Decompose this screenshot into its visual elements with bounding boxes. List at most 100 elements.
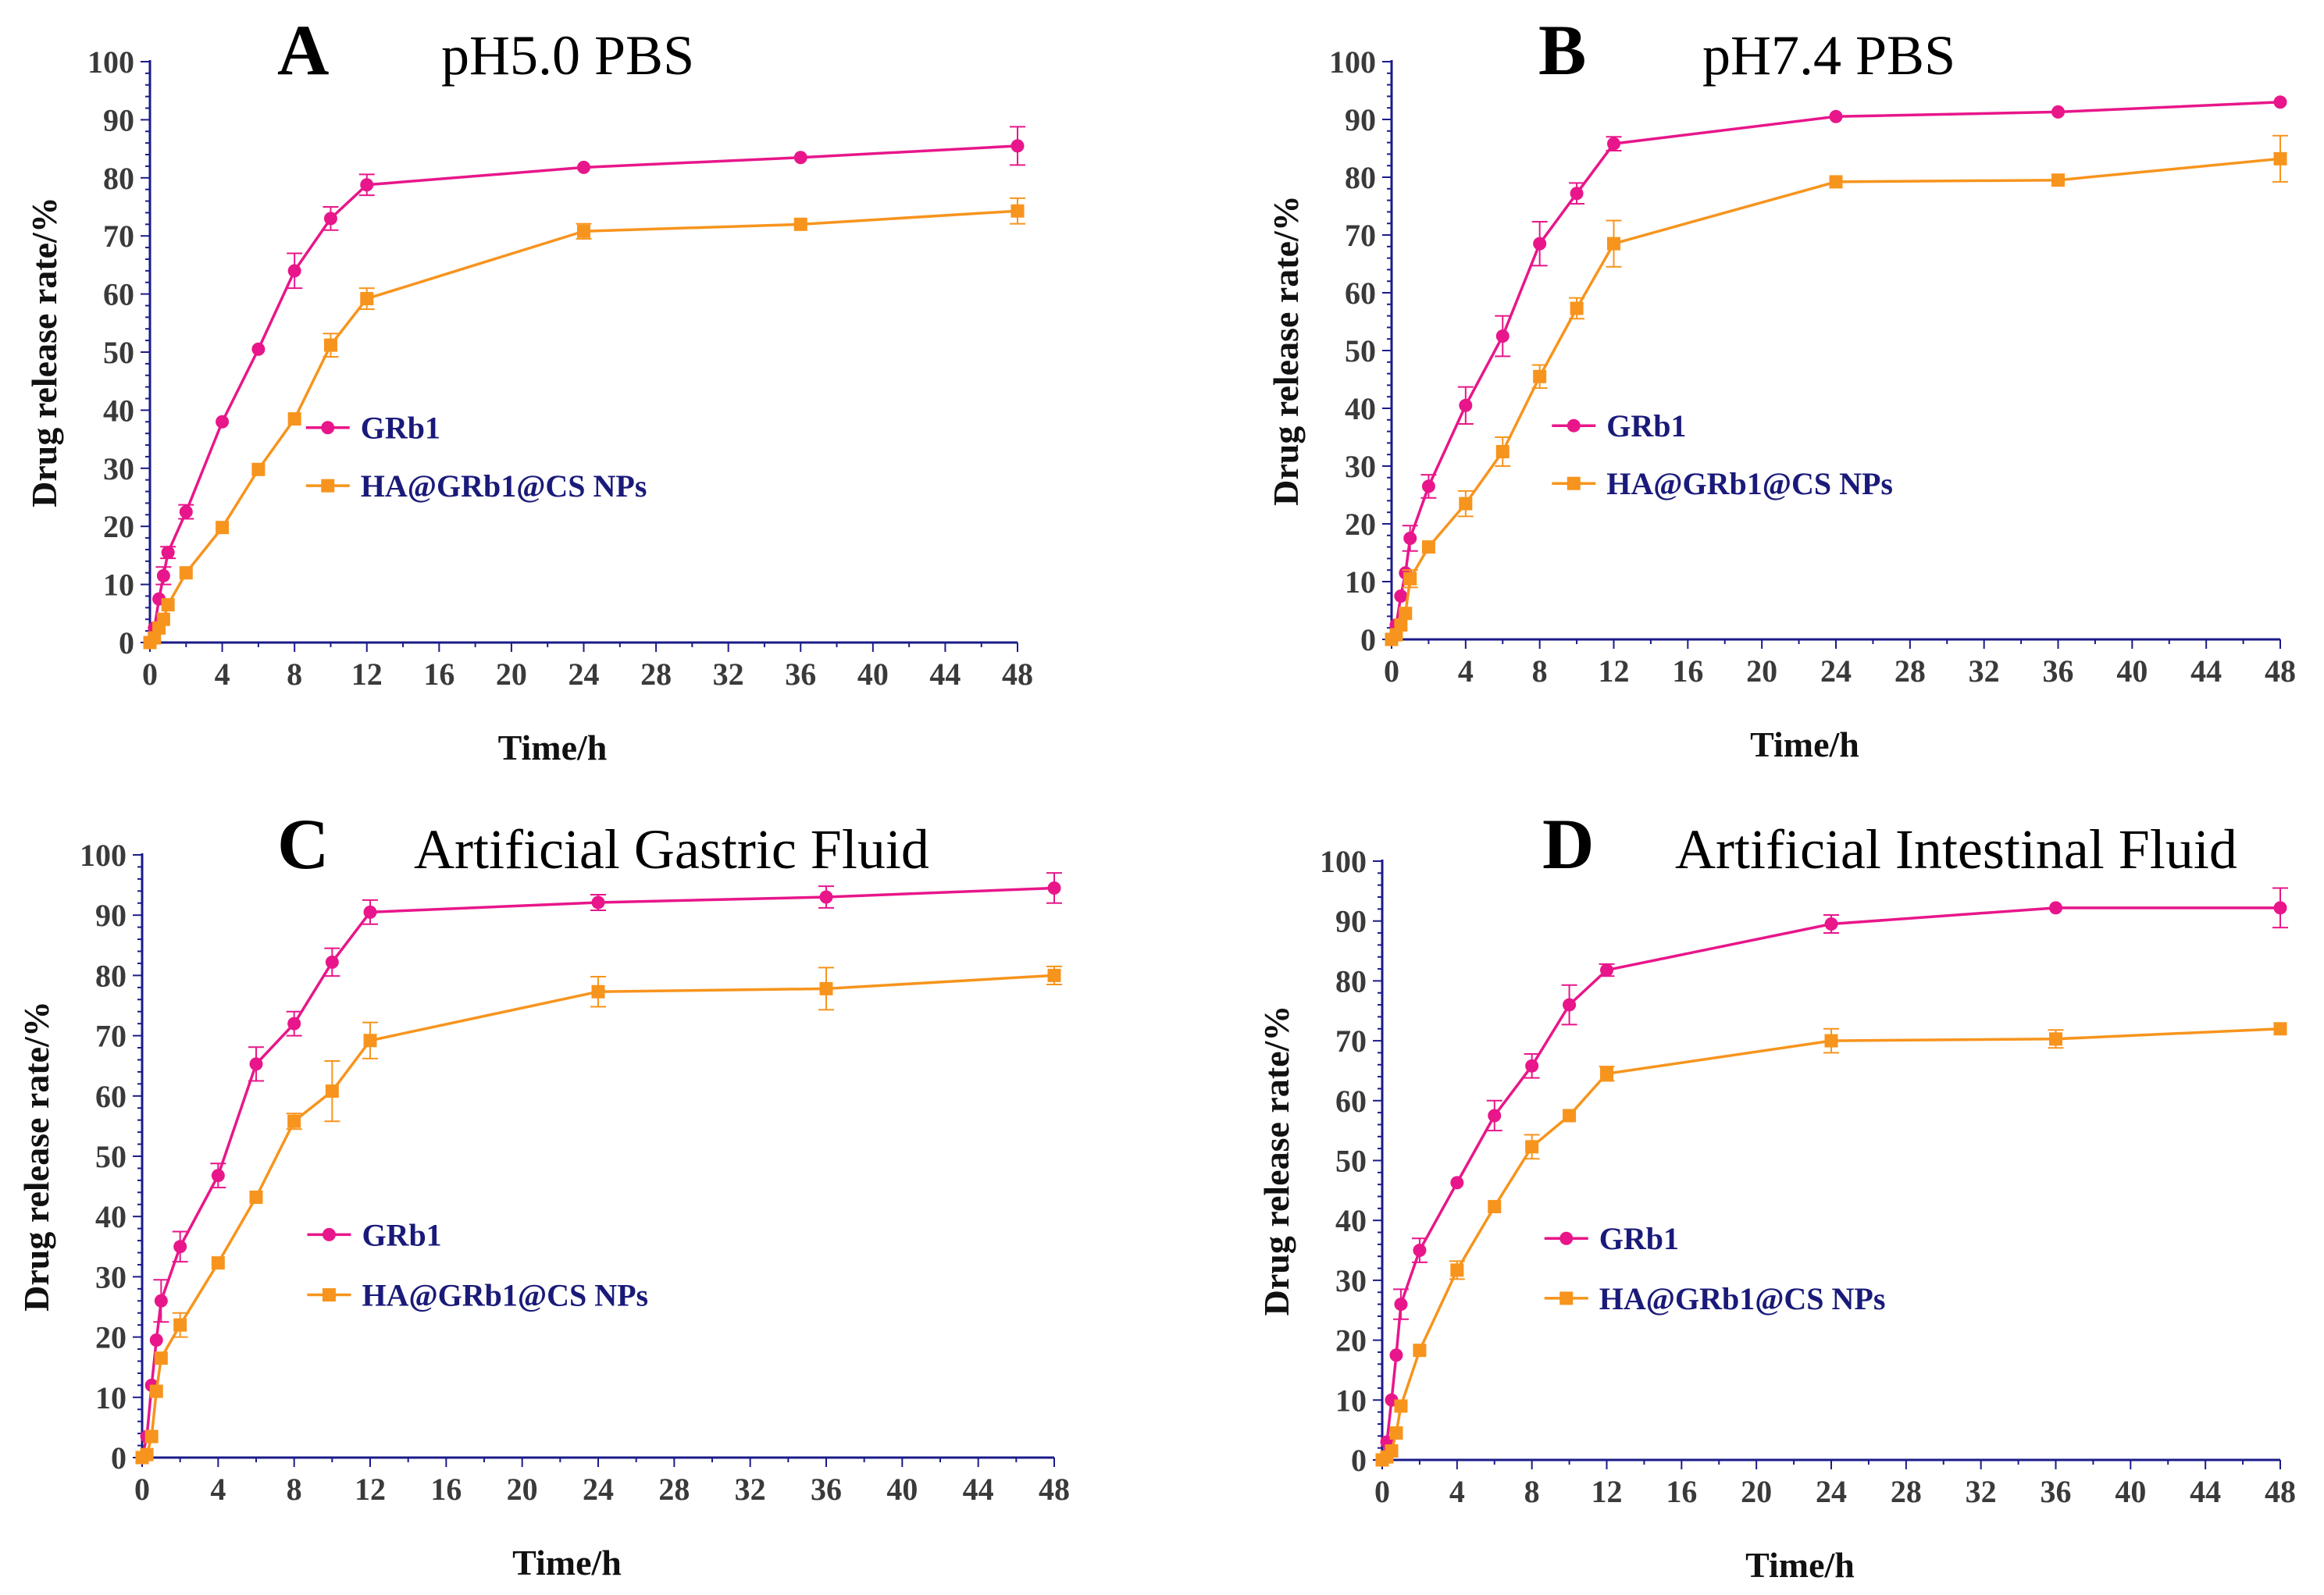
series-line xyxy=(141,886,1055,1458)
x-tick-label: 12 xyxy=(1599,653,1630,689)
data-point xyxy=(1450,1176,1464,1190)
y-tick-label: 10 xyxy=(95,1380,127,1415)
data-point xyxy=(1413,1244,1427,1258)
y-axis-title: Drug release rate/% xyxy=(16,1001,56,1312)
series-line xyxy=(148,144,1018,643)
legend-label: HA@GRb1@CS NPs xyxy=(362,1278,648,1313)
legend-marker xyxy=(322,1288,336,1302)
chart-title: pH5.0 PBS xyxy=(441,24,694,87)
legend-marker xyxy=(1567,418,1581,433)
x-tick-label: 4 xyxy=(1449,1474,1465,1509)
x-tick-label: 40 xyxy=(2116,653,2148,689)
data-point xyxy=(1600,1066,1613,1081)
data-point xyxy=(144,1429,159,1444)
x-tick-label: 4 xyxy=(1458,653,1474,689)
x-tick-label: 36 xyxy=(2041,1474,2072,1509)
data-point xyxy=(363,1034,377,1048)
legend-marker xyxy=(1559,1231,1574,1245)
data-point xyxy=(819,890,833,904)
series-grb1 xyxy=(143,126,1025,650)
x-tick-label: 36 xyxy=(2043,653,2074,689)
data-point xyxy=(591,984,605,999)
data-point xyxy=(819,981,833,995)
legend-label: HA@GRb1@CS NPs xyxy=(361,468,647,504)
legend-label: HA@GRb1@CS NPs xyxy=(1599,1281,1886,1316)
y-tick-label: 0 xyxy=(119,625,134,660)
x-tick-label: 16 xyxy=(1672,653,1703,689)
data-point xyxy=(1459,398,1473,412)
x-tick-label: 32 xyxy=(735,1472,766,1507)
data-point xyxy=(360,292,374,306)
data-point xyxy=(1488,1109,1502,1123)
data-point xyxy=(1011,139,1025,153)
y-tick-label: 70 xyxy=(1335,1024,1367,1059)
data-point xyxy=(2051,105,2065,119)
data-point xyxy=(251,342,266,356)
x-tick-label: 8 xyxy=(1532,653,1548,689)
y-tick-label: 70 xyxy=(1345,218,1376,253)
data-point xyxy=(1450,1263,1464,1277)
y-tick-label: 50 xyxy=(103,335,134,370)
data-point xyxy=(1829,175,1843,189)
y-tick-label: 100 xyxy=(87,45,134,80)
data-point xyxy=(149,1384,163,1398)
data-point xyxy=(1047,968,1061,982)
x-tick-label: 24 xyxy=(569,657,600,692)
data-point xyxy=(216,415,230,429)
y-tick-label: 80 xyxy=(95,958,127,993)
chart-title: Artificial Intestinal Fluid xyxy=(1675,818,2237,881)
panel-letter: A xyxy=(277,10,329,90)
x-tick-label: 16 xyxy=(430,1472,462,1507)
data-point xyxy=(323,338,337,352)
y-tick-label: 20 xyxy=(1345,507,1376,542)
legend-marker xyxy=(1567,476,1581,490)
y-tick-label: 50 xyxy=(1345,333,1376,368)
data-point xyxy=(325,1084,339,1098)
data-point xyxy=(360,178,374,192)
data-point xyxy=(1421,479,1435,493)
legend-label: GRb1 xyxy=(1606,408,1686,443)
data-point xyxy=(140,1447,154,1461)
y-tick-label: 50 xyxy=(95,1139,127,1174)
data-point xyxy=(211,1169,225,1183)
y-tick-label: 100 xyxy=(1320,844,1367,879)
y-tick-label: 80 xyxy=(103,161,134,196)
x-tick-label: 36 xyxy=(811,1472,842,1507)
data-point xyxy=(1570,187,1584,201)
y-tick-label: 90 xyxy=(1345,102,1376,137)
data-point xyxy=(793,151,807,165)
data-point xyxy=(1403,571,1417,586)
y-tick-label: 60 xyxy=(95,1079,127,1114)
x-tick-label: 28 xyxy=(658,1472,690,1507)
x-tick-label: 28 xyxy=(640,657,672,692)
x-tick-label: 8 xyxy=(287,1472,302,1507)
data-point xyxy=(249,1057,263,1071)
y-tick-label: 20 xyxy=(1335,1323,1367,1358)
data-point xyxy=(1421,540,1435,554)
y-tick-label: 20 xyxy=(103,509,134,544)
data-point xyxy=(2049,1032,2062,1046)
legend-label: GRb1 xyxy=(361,411,440,446)
data-point xyxy=(211,1256,225,1270)
data-point xyxy=(287,412,301,426)
series-line xyxy=(1381,906,2280,1461)
data-point xyxy=(154,1294,168,1308)
y-axis-title: Drug release rate/% xyxy=(1266,195,1306,506)
data-point xyxy=(1459,497,1473,511)
x-tick-label: 16 xyxy=(1666,1474,1697,1509)
y-tick-label: 0 xyxy=(111,1440,127,1476)
x-tick-label: 40 xyxy=(886,1472,918,1507)
y-tick-label: 10 xyxy=(1335,1383,1367,1418)
x-tick-label: 44 xyxy=(963,1472,994,1507)
data-point xyxy=(1525,1140,1539,1154)
y-tick-label: 80 xyxy=(1345,160,1376,195)
data-point xyxy=(1394,1298,1408,1312)
x-tick-label: 24 xyxy=(1816,1474,1847,1509)
x-tick-label: 44 xyxy=(2190,653,2222,689)
x-tick-label: 44 xyxy=(929,657,961,692)
y-tick-label: 20 xyxy=(95,1320,127,1355)
x-tick-label: 44 xyxy=(2190,1474,2221,1509)
x-tick-label: 32 xyxy=(1969,653,2000,689)
